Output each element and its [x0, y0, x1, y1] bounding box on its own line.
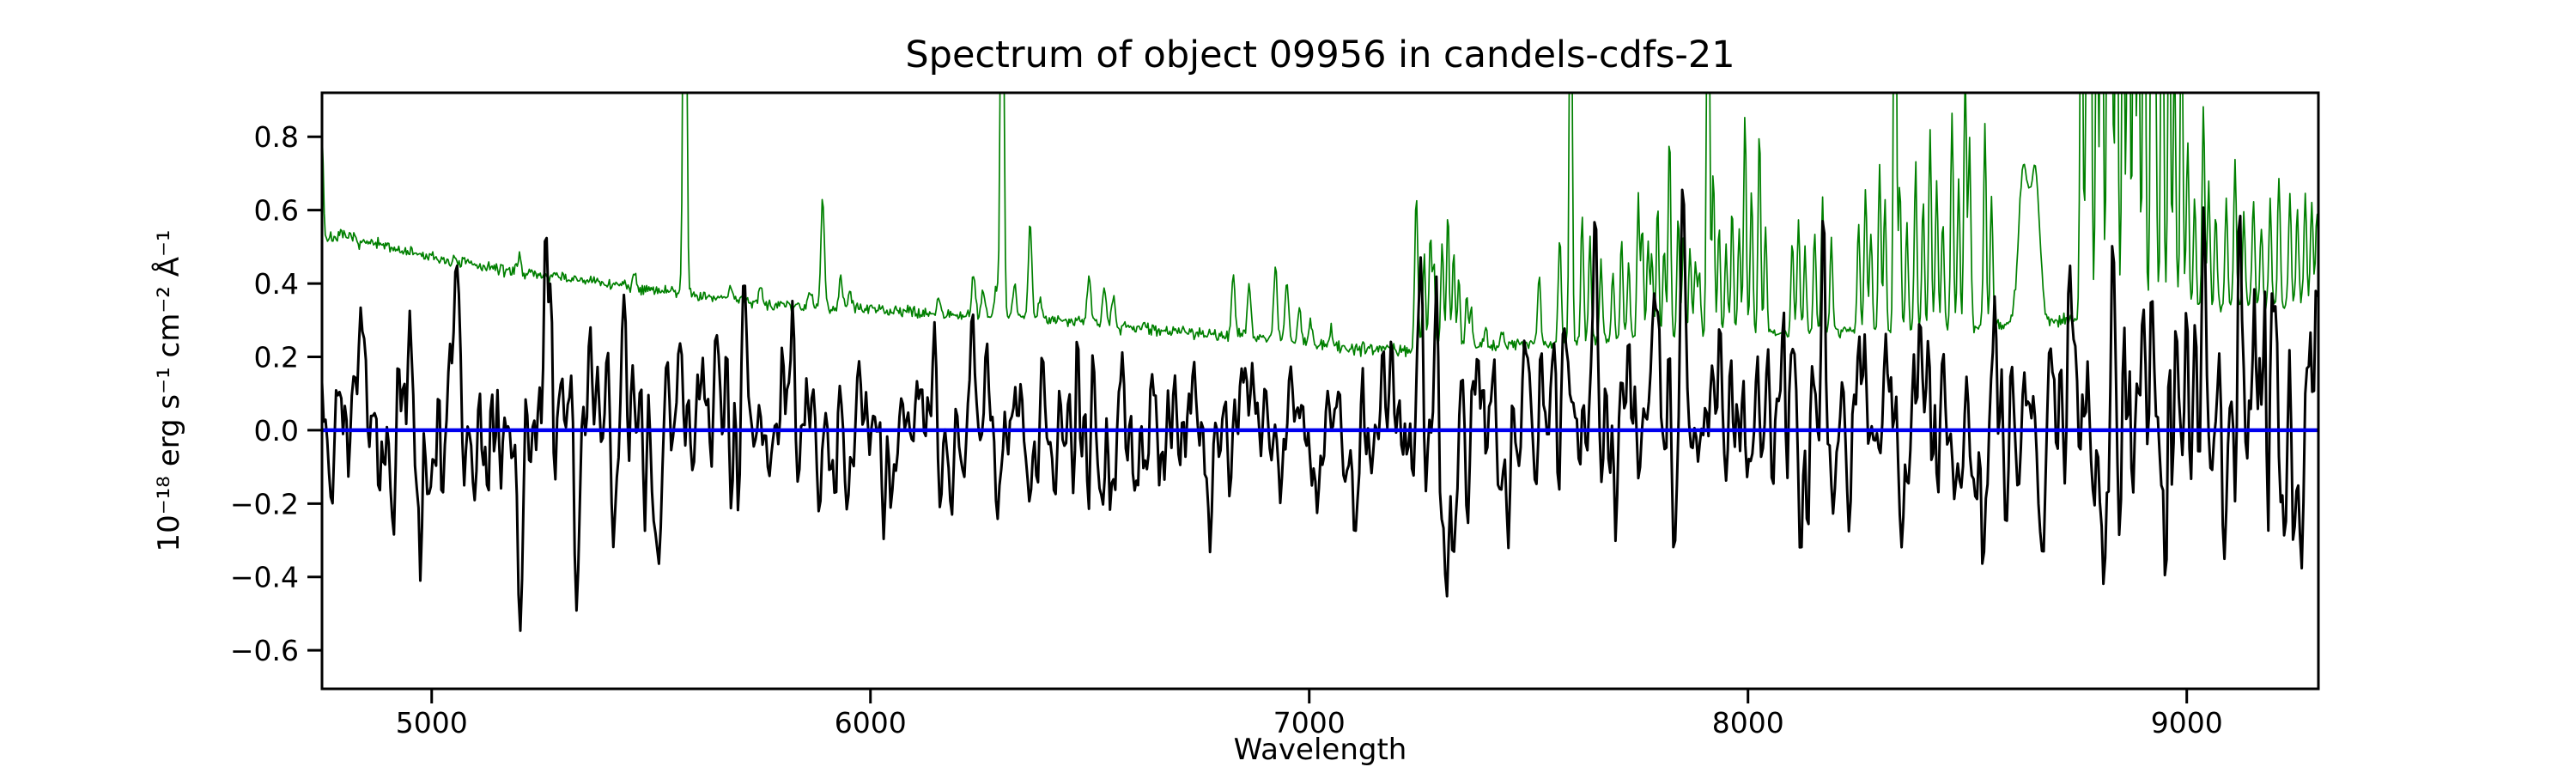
noise-spectrum-line: [322, 93, 2318, 357]
y-tick-label: 0.2: [254, 340, 299, 374]
y-tick-label: −0.2: [230, 487, 299, 520]
plot-title: Spectrum of object 09956 in candels-cdfs…: [905, 33, 1735, 76]
flux-spectrum-line: [322, 188, 2318, 632]
plot-frame: [320, 91, 2320, 691]
x-tick-label: 8000: [1712, 706, 1784, 740]
y-tick-label: −0.6: [230, 634, 299, 667]
y-tick-label: −0.4: [230, 561, 299, 594]
x-tick-label: 6000: [835, 706, 907, 740]
y-axis-label: 10⁻¹⁸ erg s⁻¹ cm⁻² Å⁻¹: [151, 229, 186, 551]
y-tick-label: 0.6: [254, 194, 299, 228]
y-tick-label: 0.4: [254, 267, 299, 301]
axes-layer: 5000 6000 7000 8000 9000 −0.6 −0.4 −0.2 0.0 0.2 0.…: [230, 91, 2320, 740]
y-tick-label: 0.8: [254, 120, 299, 154]
x-tick-label: 5000: [396, 706, 468, 740]
x-tick-label: 9000: [2151, 706, 2223, 740]
x-tick-label: 7000: [1273, 706, 1346, 740]
data-layer: [322, 93, 2318, 632]
x-axis-label: Wavelength: [1234, 733, 1407, 767]
y-tick-label: 0.0: [254, 414, 299, 447]
